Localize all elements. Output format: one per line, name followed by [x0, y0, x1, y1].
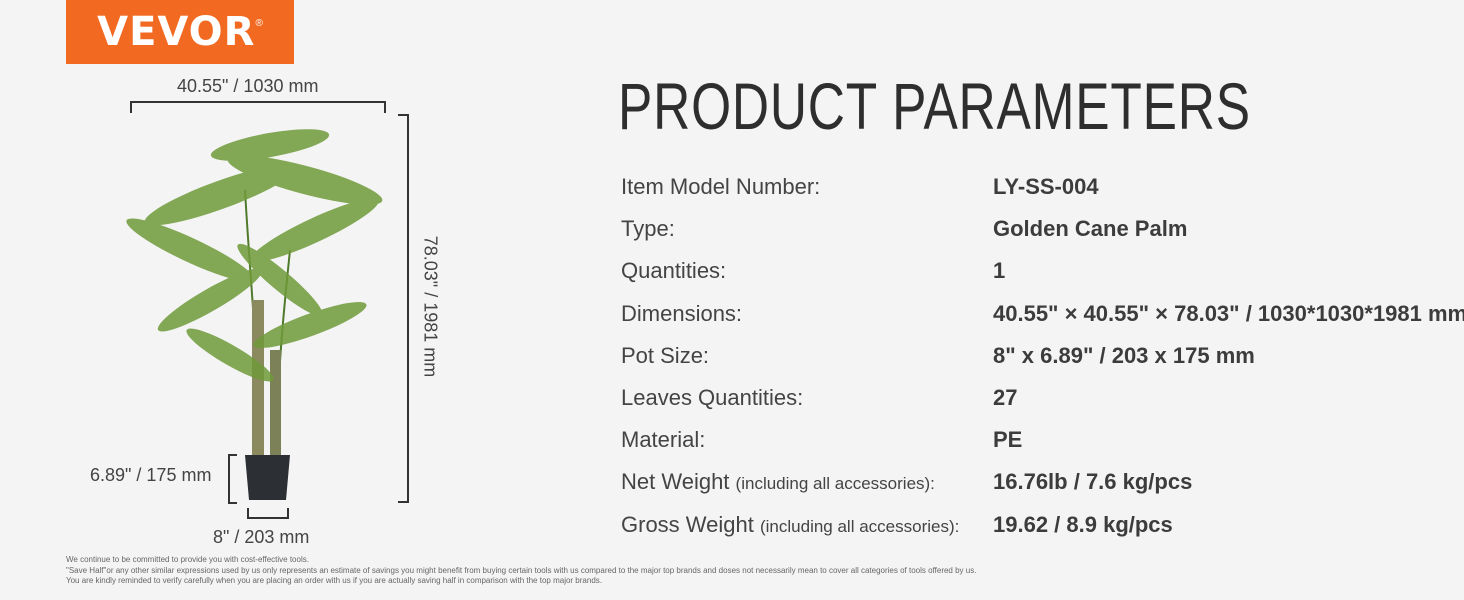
height-label: 78.03" / 1981 mm — [420, 235, 441, 378]
param-value: PE — [993, 427, 1023, 453]
param-label-text: Pot Size: — [621, 342, 710, 368]
param-label-text: Item Model Number: — [621, 174, 821, 199]
param-label: Leaves Quantities: — [621, 385, 803, 410]
disclaimer-line: We continue to be committed to provide y… — [66, 555, 309, 564]
param-label: Pot Size: — [621, 343, 709, 368]
param-value: LY-SS-004 — [993, 174, 1099, 199]
pot-height-bracket — [228, 454, 237, 504]
param-row: Net Weight (including all accessories): 1… — [621, 469, 1192, 495]
logo-text: VEVOR — [97, 9, 256, 55]
vevor-logo: VEVOR ® — [66, 0, 294, 64]
param-value: 1 — [993, 258, 1006, 284]
param-label: Net Weight (including all accessories): — [621, 469, 935, 494]
param-row: Gross Weight (including all accessories)… — [621, 512, 1173, 538]
param-label-text: Material: — [621, 427, 706, 453]
param-label-text: Gross Weight — [621, 511, 760, 537]
param-note: (including all accessories): — [735, 474, 935, 494]
param-value: 8" x 6.89" / 203 x 175 mm — [993, 342, 1255, 368]
param-row: Pot Size: 8" x 6.89" / 203 x 175 mm — [621, 343, 1255, 369]
param-value: Golden Cane Palm — [993, 216, 1188, 242]
param-label: Material: — [621, 427, 705, 452]
param-label-text: Quantities: — [621, 258, 727, 284]
param-label: Dimensions: — [621, 301, 742, 326]
param-label: Gross Weight (including all accessories)… — [621, 512, 959, 537]
disclaimer-line: You are kindly reminded to verify carefu… — [66, 576, 602, 585]
disclaimer-line: "Save Half"or any other similar expressi… — [66, 565, 977, 575]
param-row: Quantities: 1 — [621, 258, 1005, 284]
pot-width-bracket — [247, 508, 289, 519]
param-note: (including all accessories): — [759, 516, 960, 536]
param-label-text: Leaves Quantities: — [621, 385, 804, 410]
param-label: Item Model Number: — [621, 174, 820, 199]
param-label: Quantities: — [621, 258, 726, 283]
param-label-text: Type: — [621, 216, 675, 242]
param-value: 27 — [993, 385, 1018, 410]
width-bracket — [130, 101, 386, 113]
param-value: 19.62 / 8.9 kg/pcs — [993, 511, 1173, 537]
param-label-text: Net Weight — [621, 469, 736, 495]
width-label: 40.55" / 1030 mm — [177, 76, 319, 96]
param-row: Material: PE — [621, 427, 1022, 453]
param-row: Item Model Number: LY-SS-004 — [621, 174, 1099, 200]
param-label: Type: — [621, 216, 675, 241]
palm-plant-image — [126, 129, 383, 500]
param-label-text: Dimensions: — [621, 300, 743, 326]
page-title: PRODUCT PARAMETERS — [618, 69, 1251, 143]
pot-height-label: 6.89" / 175 mm — [90, 465, 212, 485]
param-row: Leaves Quantities: 27 — [621, 385, 1017, 411]
pot-width-label: 8" / 203 mm — [213, 527, 310, 547]
param-value: 16.76lb / 7.6 kg/pcs — [993, 469, 1193, 495]
param-value: 40.55" × 40.55" × 78.03" / 1030*1030*198… — [993, 300, 1464, 326]
param-row: Type: Golden Cane Palm — [621, 216, 1187, 242]
registered-mark: ® — [255, 17, 263, 29]
param-row: Dimensions: 40.55" × 40.55" × 78.03" / 10… — [621, 301, 1464, 327]
height-bracket — [398, 114, 409, 503]
disclaimer: We continue to be committed to provide y… — [66, 555, 976, 587]
